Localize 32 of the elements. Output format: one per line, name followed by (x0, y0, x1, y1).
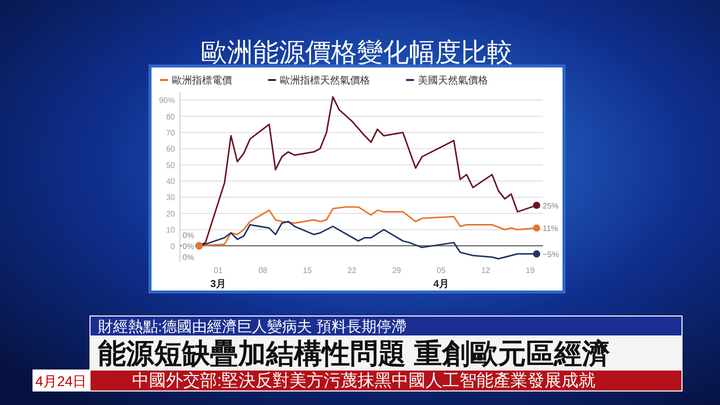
x-tick-label: 22 (347, 266, 357, 275)
y-tick-label: 40 (166, 177, 176, 186)
x-tick-label: 12 (481, 266, 491, 275)
x-tick-label: 19 (526, 266, 536, 275)
y-tick-label: 50 (166, 160, 176, 170)
data-label: 25% (542, 201, 559, 210)
data-label: 0% (182, 230, 194, 240)
text: 能源短缺疊加結構性問題 重創歐元區經濟 (98, 338, 611, 369)
chart-title: 歐洲能源價格變化幅度比較 (201, 37, 513, 67)
y-tick-label: 20 (166, 209, 176, 218)
text: 中國外交部:堅決反對美方污蔑抹黑中國人工智能產業發展成就 (132, 371, 596, 390)
x-tick-label: 01 3月 (210, 266, 226, 290)
y-tick-label: 90% (158, 96, 175, 106)
legend-label: 歐洲指標電價 (172, 74, 232, 86)
x-tick-label: 05 4月 (433, 266, 449, 290)
x-tick-label: 15 (302, 266, 312, 275)
x-tick-label: 08 (258, 266, 268, 275)
legend-label: 歐洲指標天然氣價格 (280, 74, 370, 86)
y-tick-label: 80 (166, 112, 176, 122)
legend-label: 美國天然氣價格 (418, 74, 488, 86)
y-tick-label: 10 (166, 226, 176, 235)
y-tick-label: 70 (166, 128, 176, 138)
data-label: 0% (182, 242, 194, 251)
data-label: 0% (182, 252, 194, 262)
y-tick-label: 60 (166, 144, 176, 154)
text: 4月24日 (35, 373, 87, 389)
text: 財經熱點:德國由經濟巨人變病夫 預料長期停滯 (98, 318, 406, 336)
y-tick-label: 0 (170, 242, 176, 251)
data-label: −5% (542, 250, 559, 259)
y-tick-label: 30 (166, 193, 176, 202)
data-label: 11% (542, 224, 558, 233)
x-tick-label: 29 (392, 266, 402, 275)
